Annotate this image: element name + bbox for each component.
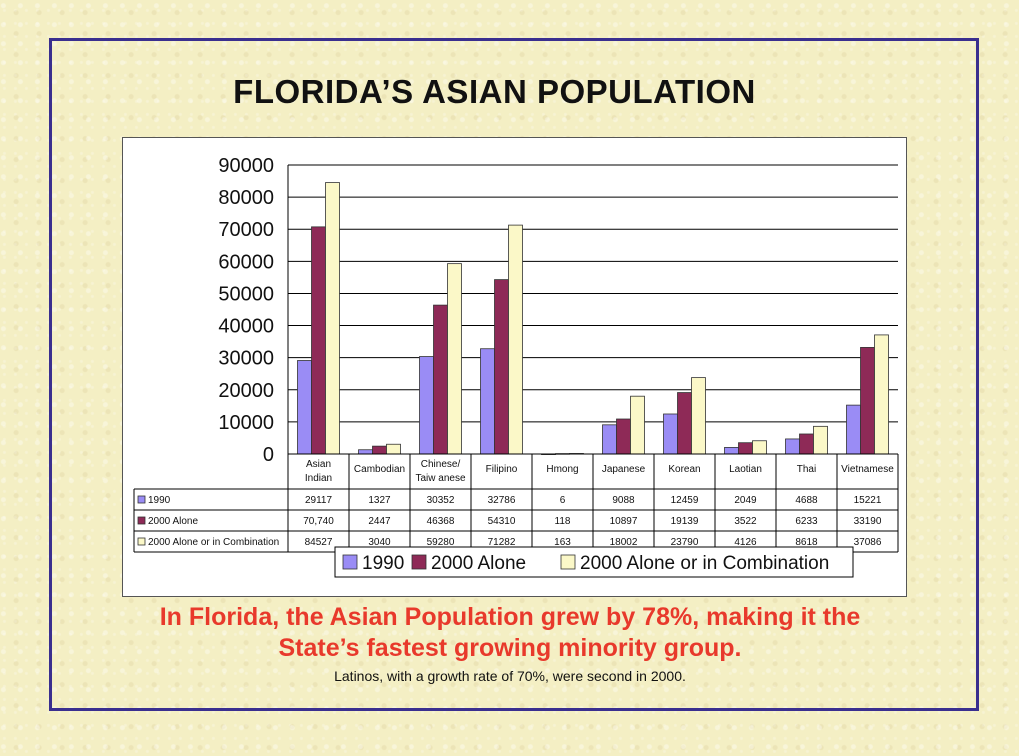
headline-line-2: State’s fastest growing minority group. xyxy=(278,634,742,662)
category-label: Hmong xyxy=(546,464,578,475)
bar-0-5 xyxy=(602,424,617,455)
data-label: 2049 xyxy=(734,495,757,506)
bar-2-8 xyxy=(813,425,828,455)
bar-chart: 90000 80000 70000 60000 50000 40000 30000 20000… xyxy=(133,155,899,578)
bar-2-3 xyxy=(508,224,523,455)
bar-0-0 xyxy=(297,360,312,455)
data-label: 37086 xyxy=(854,537,882,548)
data-label: 46368 xyxy=(427,516,455,527)
y-tick-label: 40000 xyxy=(218,316,274,338)
category-label: Japanese xyxy=(602,464,646,475)
data-label: 9088 xyxy=(612,495,635,506)
category-label: Thai xyxy=(797,464,816,475)
y-tick-label: 10000 xyxy=(218,412,274,434)
data-label: 118 xyxy=(555,516,571,527)
data-label: 59280 xyxy=(427,537,455,548)
category-label: Asian xyxy=(306,459,331,470)
footnote: Latinos, with a growth rate of 70%, were… xyxy=(334,668,686,684)
category-label: Taiw anese xyxy=(415,473,465,484)
bar-0-8 xyxy=(785,438,800,455)
slide-frame xyxy=(49,38,979,711)
bar-0-2 xyxy=(419,356,434,455)
bar-1-8 xyxy=(799,433,814,455)
bar-0-6 xyxy=(663,413,678,455)
data-label: 163 xyxy=(554,537,571,548)
legend-label: 1990 xyxy=(362,553,404,574)
legend-label: 2000 Alone xyxy=(431,553,526,574)
y-tick-label: 90000 xyxy=(218,155,274,177)
y-tick-label: 20000 xyxy=(218,380,274,402)
data-label: 70,740 xyxy=(303,516,334,527)
data-label: 2447 xyxy=(368,516,391,527)
category-label: Korean xyxy=(668,464,700,475)
bar-2-7 xyxy=(752,440,767,455)
bar-0-7 xyxy=(724,447,739,455)
bar-1-7 xyxy=(738,442,753,455)
category-label: Filipino xyxy=(486,464,518,475)
legend-swatch xyxy=(342,554,358,570)
data-label: 4688 xyxy=(795,495,818,506)
data-label: 29117 xyxy=(305,495,333,506)
legend-swatch xyxy=(560,554,576,570)
page-title: FLORIDA’S ASIAN POPULATION xyxy=(233,73,756,110)
y-tick-label: 30000 xyxy=(218,348,274,370)
bar-0-1 xyxy=(358,449,373,455)
category-label: Cambodian xyxy=(354,464,405,475)
bar-2-5 xyxy=(630,395,645,455)
bar-2-6 xyxy=(691,377,706,455)
table-legend-key xyxy=(137,537,146,546)
category-label: Vietnamese xyxy=(841,464,894,475)
bar-0-9 xyxy=(846,404,861,455)
bar-1-0 xyxy=(311,226,326,455)
legend-swatch xyxy=(411,554,427,570)
table-legend-key xyxy=(137,495,146,504)
data-label: 6 xyxy=(560,495,566,506)
y-tick-label: 0 xyxy=(263,444,274,466)
bar-1-2 xyxy=(433,304,448,455)
data-label: 10897 xyxy=(610,516,638,527)
data-label: 33190 xyxy=(854,516,882,527)
bar-1-5 xyxy=(616,418,631,455)
data-label: 4126 xyxy=(734,537,757,548)
data-label: 15221 xyxy=(854,495,882,506)
data-label: 30352 xyxy=(427,495,455,506)
data-label: 54310 xyxy=(488,516,516,527)
data-label: 71282 xyxy=(488,537,516,548)
y-tick-label: 70000 xyxy=(218,219,274,241)
data-label: 18002 xyxy=(610,537,638,548)
data-label: 23790 xyxy=(671,537,699,548)
table-series-name: 1990 xyxy=(148,495,171,506)
category-label: Laotian xyxy=(729,464,762,475)
data-label: 12459 xyxy=(671,495,699,506)
bar-2-9 xyxy=(874,334,889,455)
table-legend-key xyxy=(137,516,146,525)
bar-1-9 xyxy=(860,347,875,455)
bar-2-2 xyxy=(447,263,462,455)
data-label: 3040 xyxy=(368,537,391,548)
bar-2-0 xyxy=(325,182,340,455)
category-label: Chinese/ xyxy=(421,459,461,470)
data-label: 19139 xyxy=(671,516,699,527)
table-series-name: 2000 Alone xyxy=(148,516,198,527)
data-label: 8618 xyxy=(795,537,818,548)
data-label: 3522 xyxy=(734,516,757,527)
bar-1-6 xyxy=(677,392,692,455)
bar-2-1 xyxy=(386,443,401,455)
bar-1-3 xyxy=(494,279,509,455)
data-label: 32786 xyxy=(488,495,516,506)
y-tick-label: 50000 xyxy=(218,283,274,305)
y-tick-label: 80000 xyxy=(218,187,274,209)
category-label: Indian xyxy=(305,473,332,484)
data-label: 84527 xyxy=(305,537,333,548)
bar-0-3 xyxy=(480,348,495,455)
data-label: 6233 xyxy=(795,516,818,527)
legend-label: 2000 Alone or in Combination xyxy=(580,553,829,574)
data-label: 1327 xyxy=(368,495,391,506)
headline-line-1: In Florida, the Asian Population grew by… xyxy=(159,603,861,631)
y-tick-label: 60000 xyxy=(218,251,274,273)
table-series-name: 2000 Alone or in Combination xyxy=(148,537,279,548)
bar-1-1 xyxy=(372,445,387,455)
